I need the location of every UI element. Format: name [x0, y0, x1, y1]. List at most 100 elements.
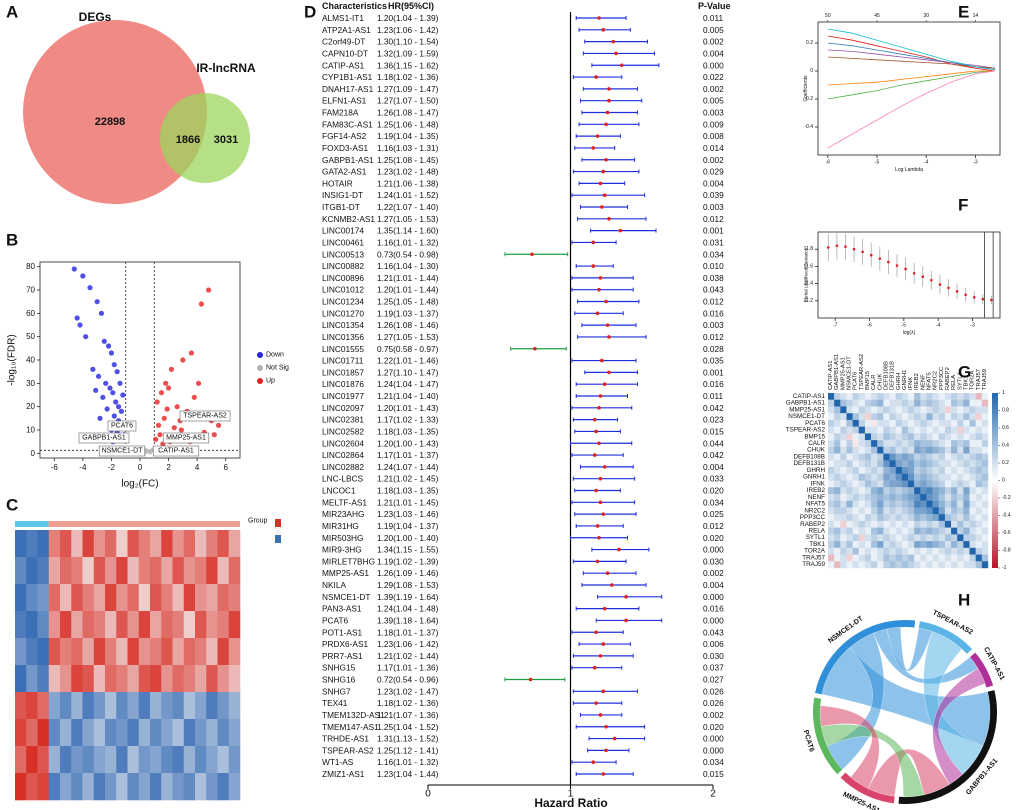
corr-cell [834, 500, 841, 508]
heat-cell [138, 557, 151, 585]
corr-cell [908, 561, 915, 569]
point [94, 299, 100, 305]
heat-cell [161, 638, 173, 666]
heat-cell [71, 638, 83, 666]
hr-point [595, 559, 600, 564]
corr-cell [957, 487, 964, 495]
corr-cell [920, 480, 927, 488]
corr-cell [944, 460, 952, 468]
heat-cell [26, 773, 38, 801]
corr-cell [828, 393, 835, 400]
row-label: GHRH [806, 467, 825, 474]
hr-label: 1.20(1.01 - 1.43) [377, 403, 439, 413]
x-tick-label: 2 [710, 789, 716, 800]
corr-cell [834, 527, 841, 535]
corr-cell [969, 467, 976, 474]
corr-cell [840, 413, 847, 421]
corr-cell [895, 406, 903, 414]
corr-cell [944, 446, 952, 454]
corr-cell [920, 500, 927, 508]
heat-cell [228, 719, 241, 747]
corr-cell [914, 480, 921, 488]
corr-cell [963, 453, 970, 461]
heat-cell [105, 746, 117, 774]
heat-cell [150, 665, 162, 693]
point [111, 362, 117, 368]
coef-path [827, 49, 996, 69]
corr-cell [864, 514, 872, 522]
corr-cell [864, 419, 872, 427]
row-name: HOTAIR [322, 178, 353, 188]
corr-cell [920, 547, 927, 555]
corr-cell [834, 493, 841, 501]
p-value: 0.012 [703, 297, 724, 307]
corr-cell [895, 561, 903, 569]
corr-cell [846, 473, 853, 481]
row-name: LNC-LBCS [322, 474, 364, 484]
column-label: RELA [951, 375, 957, 390]
corr-cell [938, 467, 946, 474]
row-name: WT1-AS [322, 757, 354, 767]
corr-cell [914, 446, 921, 454]
p-value: 0.023 [703, 415, 724, 425]
corr-cell [895, 520, 903, 528]
corr-cell [871, 547, 878, 555]
row-name: SNHG15 [322, 663, 356, 673]
corr-cell [846, 561, 853, 569]
corr-cell [858, 413, 866, 421]
corr-cell [969, 413, 976, 421]
heat-cell [105, 530, 117, 558]
corr-cell [938, 527, 946, 535]
corr-cell [951, 480, 958, 488]
corr-cell [951, 460, 958, 468]
corr-cell [957, 426, 964, 434]
corr-cell [834, 467, 841, 474]
row-name: LINC01354 [322, 320, 364, 330]
heat-cell [161, 557, 173, 585]
corr-cell [969, 399, 976, 407]
corr-cell [901, 399, 909, 407]
row-label: IFNK [811, 480, 826, 487]
heat-cell [15, 638, 27, 666]
x-tick-label: -3 [973, 160, 978, 166]
segment-arc [969, 652, 994, 688]
row-name: LINC01356 [322, 332, 364, 342]
heat-cell [93, 557, 106, 585]
heat-cell [127, 746, 140, 774]
hr-point [598, 181, 603, 186]
heat-cell [15, 557, 27, 585]
hr-point [594, 488, 598, 493]
corr-cell [864, 507, 872, 515]
corr-cell [944, 487, 952, 495]
corr-cell [908, 460, 915, 468]
corr-cell [914, 453, 921, 461]
point [164, 406, 170, 412]
annotation-box [162, 432, 210, 444]
point [101, 338, 107, 344]
heat-cell [195, 692, 207, 720]
row-name: TMEM147-AS1 [322, 722, 379, 732]
corr-cell [871, 480, 878, 488]
chord-ribbon [932, 668, 986, 785]
hr-point [597, 535, 601, 540]
corr-cell [981, 547, 989, 555]
p-value: 0.044 [703, 438, 724, 448]
p-value: 0.016 [703, 308, 724, 318]
row-label: TRAJ59 [802, 561, 825, 568]
heat-cell [150, 557, 162, 585]
corr-cell [957, 527, 964, 535]
corr-cell [901, 453, 909, 461]
corr-cell [908, 480, 915, 488]
corr-cell [908, 433, 915, 441]
corr-cell [852, 393, 859, 400]
row-label: CHUK [807, 447, 826, 454]
corr-cell [871, 527, 878, 535]
hr-point [607, 217, 611, 221]
row-label: GABPB1-AS1 [786, 400, 826, 407]
corr-cell [840, 480, 847, 488]
corr-cell [871, 467, 878, 474]
corr-cell [957, 541, 964, 549]
hr-label: 1.20(1.00 - 1.43) [377, 438, 439, 448]
corr-cell [846, 433, 853, 441]
heat-cell [195, 773, 207, 801]
